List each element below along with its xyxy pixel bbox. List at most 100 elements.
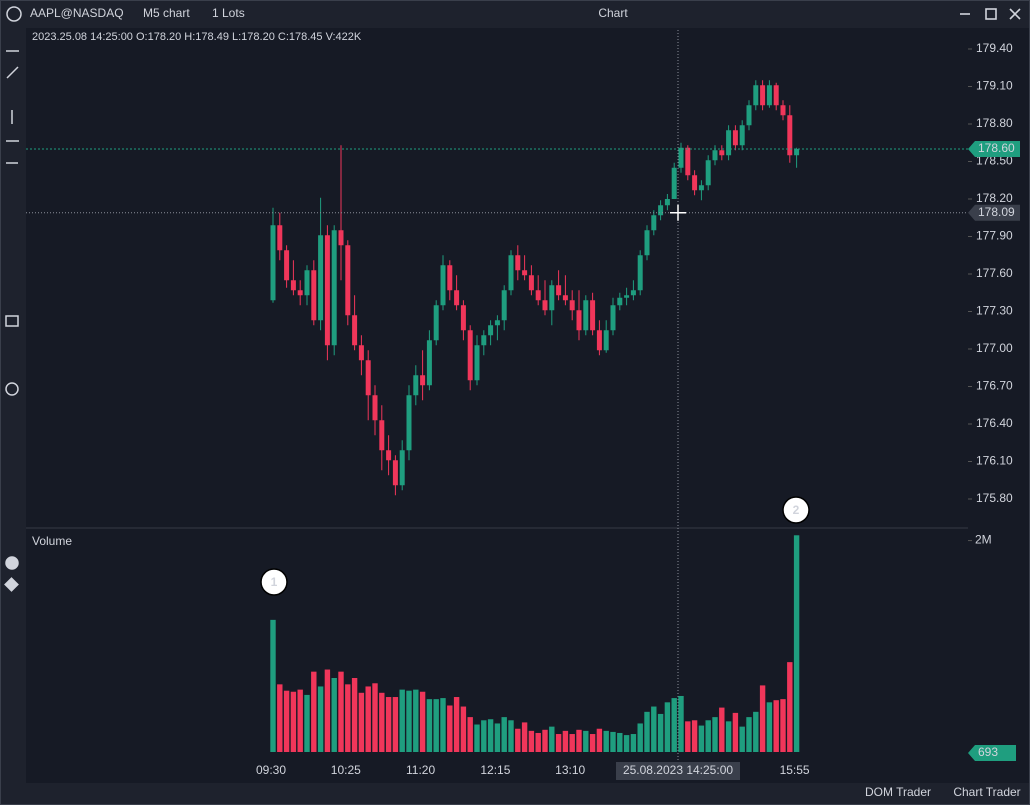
volume-tag [968, 745, 1016, 761]
candle-body [318, 235, 324, 321]
app-logo[interactable] [6, 6, 22, 22]
volume-bar [746, 717, 752, 752]
candle-body [698, 185, 704, 191]
crosshair-time-tag [616, 762, 740, 780]
volume-bar [535, 732, 541, 752]
candle-body [440, 265, 446, 306]
candle-body [658, 205, 664, 216]
candle-body [617, 297, 623, 306]
candle-body [705, 160, 711, 186]
volume-bar [555, 734, 562, 752]
candle-body [460, 305, 466, 331]
volume-bar [623, 735, 630, 752]
candle-body [535, 290, 541, 301]
volume-bar [365, 686, 371, 752]
volume-bar [528, 730, 535, 752]
candle-body [304, 270, 310, 296]
volume-bar [576, 729, 582, 752]
y-tick-label: 175.80 [976, 491, 1013, 505]
volume-bar [759, 685, 766, 752]
lots[interactable]: 1 Lots [212, 6, 245, 20]
title-bar [1, 1, 1029, 28]
candle-body [386, 450, 392, 461]
candle-body [515, 255, 521, 271]
y-tick-label: 179.40 [976, 41, 1013, 55]
candle-body [753, 85, 759, 106]
volume-bar [630, 734, 637, 752]
symbol[interactable]: AAPL@NASDAQ [30, 6, 124, 20]
window-controls[interactable] [960, 8, 1021, 20]
candle-body [671, 167, 677, 199]
volume-bar [440, 698, 446, 752]
chart-trader-tab[interactable]: Chart Trader [953, 785, 1020, 799]
volume-bar [691, 720, 698, 752]
annotation-label: 1 [271, 575, 278, 589]
y-tick-label: 177.60 [976, 266, 1013, 280]
candle-body [284, 250, 290, 281]
candle-body [290, 280, 296, 291]
timeframe[interactable]: M5 chart [143, 6, 190, 20]
crosshair-time-label: 25.08.2023 14:25:00 [623, 763, 733, 777]
volume-bar [392, 697, 399, 752]
volume-bar [508, 720, 514, 752]
candle-body [712, 150, 718, 161]
x-tick-label: 10:25 [331, 763, 361, 777]
window-title: Chart [598, 6, 628, 20]
candle-body [603, 330, 609, 351]
candle-body [760, 85, 766, 106]
candle-body [746, 105, 752, 126]
volume-bar [651, 706, 657, 752]
candle-body [726, 130, 732, 156]
volume-bar [705, 720, 711, 752]
volume-bar [698, 725, 705, 752]
volume-bar [603, 730, 609, 752]
volume-bar [481, 720, 487, 752]
annotation-label: 2 [793, 503, 800, 517]
volume-bar [787, 662, 793, 752]
ohlc-info: 2023.25.08 14:25:00 O:178.20 H:178.49 L:… [32, 31, 362, 43]
y-tick-label: 177.90 [976, 229, 1013, 243]
volume-bar [780, 699, 786, 752]
candle-body [549, 285, 555, 311]
candle-body [596, 330, 602, 351]
volume-bar [290, 691, 297, 752]
candle-body [794, 149, 800, 156]
volume-bar [773, 700, 779, 752]
dom-trader-tab[interactable]: DOM Trader [865, 785, 931, 799]
y-tick-label: 2M [975, 533, 992, 547]
candle-body [651, 215, 657, 231]
candle-body [420, 375, 426, 386]
y-tick-label: 179.10 [976, 79, 1013, 93]
y-tick-label: 178.20 [976, 191, 1013, 205]
last-price-tag [968, 141, 1020, 157]
candle-body [324, 235, 330, 346]
candle-body [630, 290, 636, 296]
volume-bar [385, 697, 392, 752]
volume-bar [739, 726, 745, 752]
candle-body [522, 270, 528, 276]
y-tick-label: 177.30 [976, 304, 1013, 318]
candle-body [488, 325, 494, 336]
volume-bar [664, 702, 671, 752]
candle-body [474, 345, 480, 381]
drawing-tools[interactable] [4, 50, 19, 592]
volume-bar [338, 671, 344, 752]
candle-body [692, 175, 698, 191]
candle-body [297, 290, 303, 296]
candle-body [664, 199, 670, 206]
x-tick-label: 15:55 [780, 763, 810, 777]
candle-body [719, 150, 725, 156]
candle-body [528, 275, 534, 291]
candle-body [542, 300, 548, 311]
volume-bar [419, 691, 426, 752]
annotation-marker [260, 568, 288, 596]
candle-body [624, 295, 630, 298]
candle-body [576, 310, 582, 331]
x-tick-label: 09:30 [256, 763, 286, 777]
candle-body [447, 265, 453, 291]
volume-bar [719, 707, 725, 752]
crosshair-cursor [670, 204, 686, 221]
